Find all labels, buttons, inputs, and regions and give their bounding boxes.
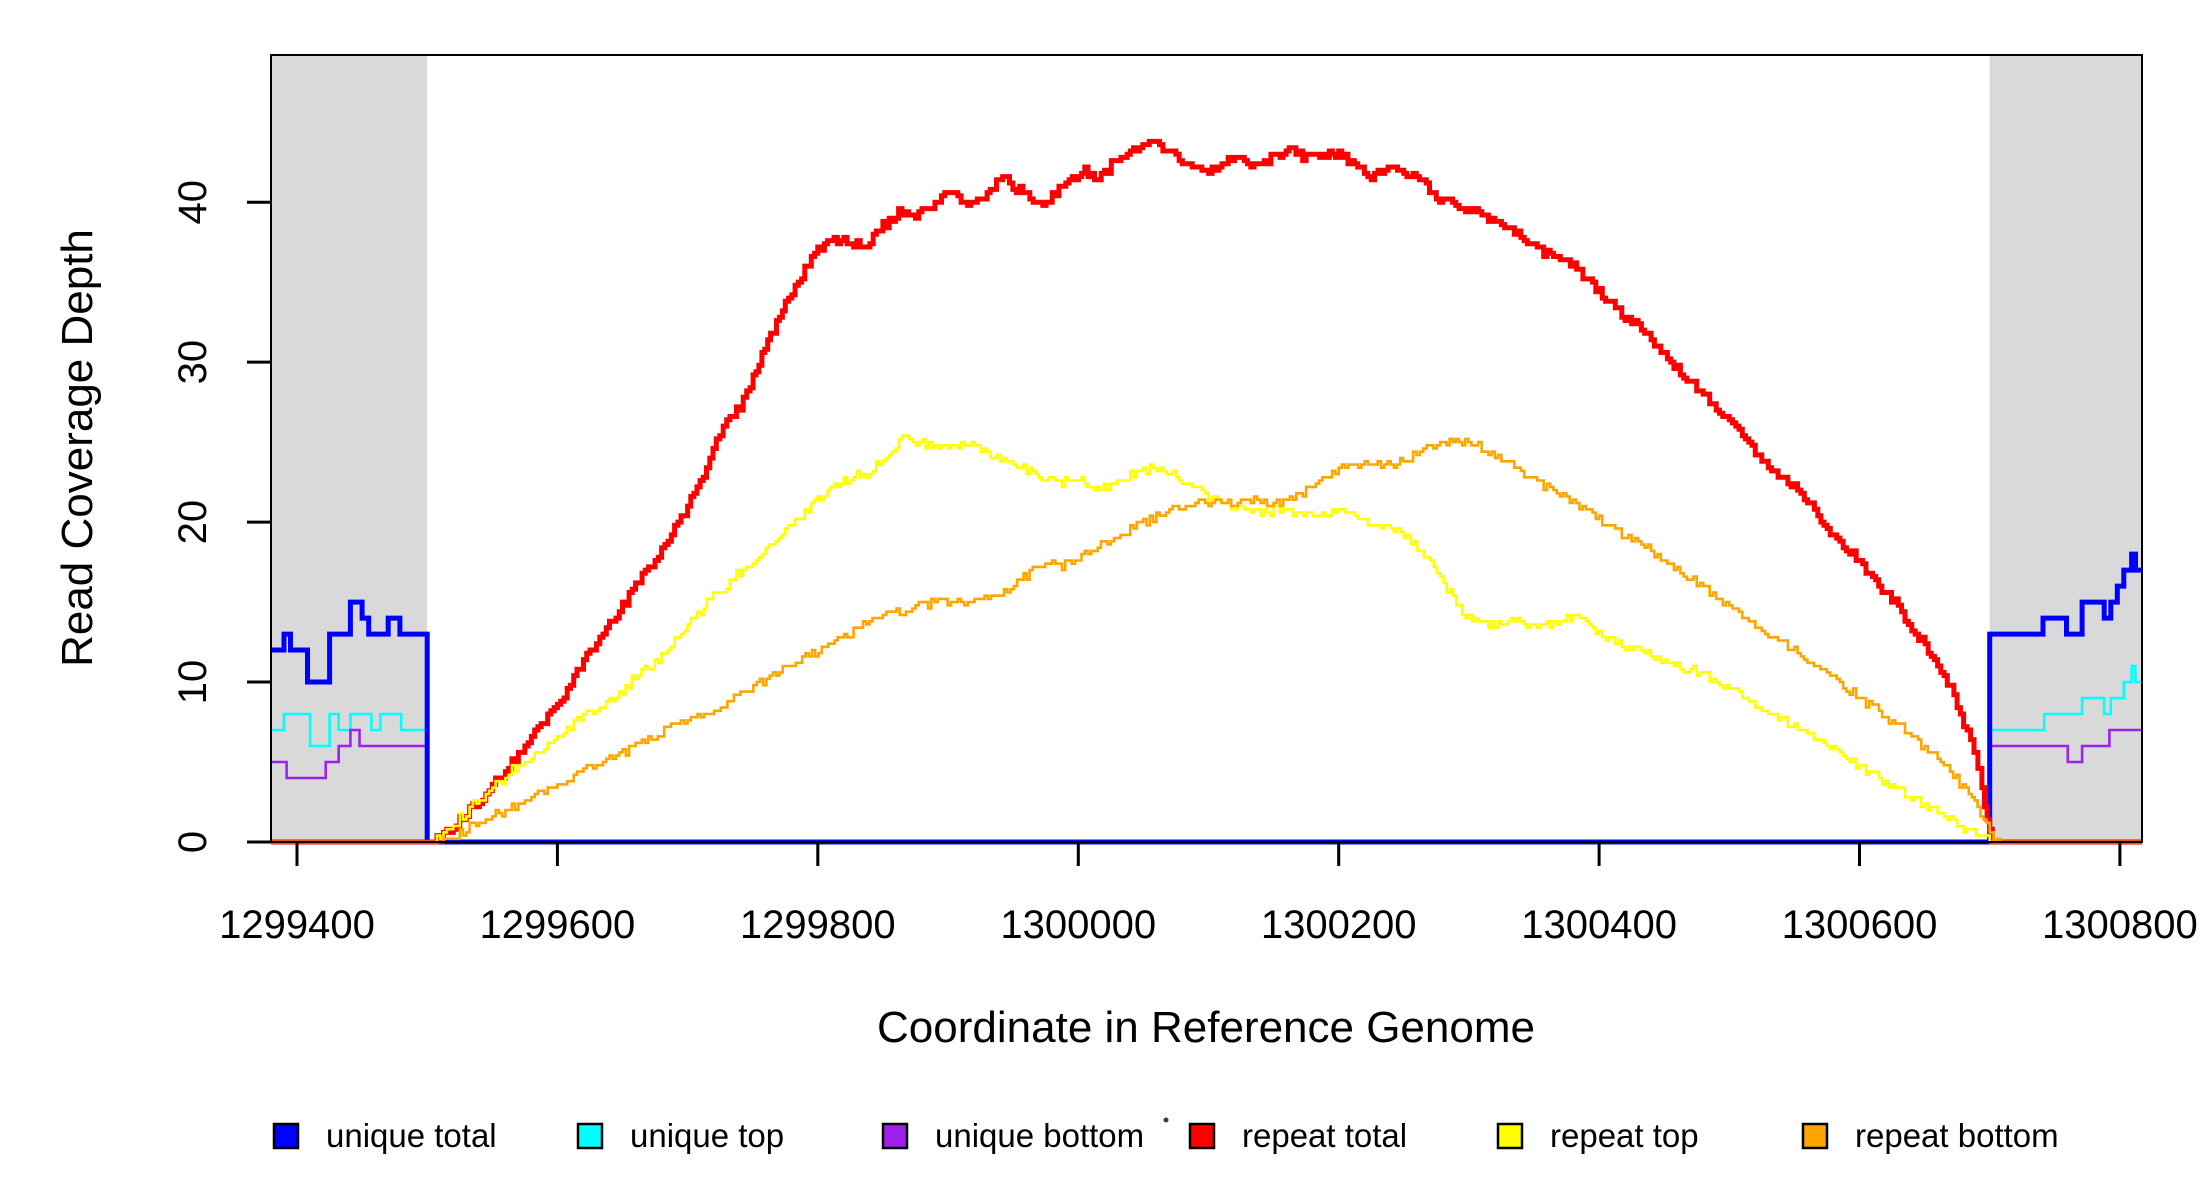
x-tick-label: 1299600	[480, 903, 636, 947]
x-tick-label: 1300000	[1000, 903, 1156, 947]
legend-swatch	[576, 1122, 604, 1150]
legend-swatch	[1188, 1122, 1216, 1150]
legend-item-repeat-total: repeat total	[1188, 1117, 1407, 1154]
legend-swatch	[1496, 1122, 1524, 1150]
legend: unique total unique top unique bottom repea…	[272, 1117, 2059, 1154]
shaded-regions	[271, 55, 2142, 842]
legend-swatch	[881, 1122, 909, 1150]
y-axis: 0 10 20 30 40	[171, 180, 271, 853]
plot-border	[270, 54, 2143, 843]
stray-dot	[1163, 1117, 1169, 1123]
legend-label: unique top	[630, 1117, 784, 1154]
x-tick-label: 1300400	[1521, 903, 1677, 947]
x-tick-label: 1300200	[1261, 903, 1417, 947]
y-tick-label: 30	[171, 340, 215, 385]
legend-item-repeat-bottom: repeat bottom	[1801, 1117, 2059, 1154]
y-tick-label: 40	[171, 180, 215, 225]
x-tick-label: 1299800	[740, 903, 896, 947]
legend-item-unique-total: unique total	[272, 1117, 497, 1154]
masked-region	[271, 55, 428, 842]
legend-item-unique-bottom: unique bottom	[881, 1117, 1144, 1154]
legend-label: unique total	[326, 1117, 497, 1154]
y-tick-label: 10	[171, 660, 215, 705]
legend-item-repeat-top: repeat top	[1496, 1117, 1699, 1154]
legend-item-unique-top: unique top	[576, 1117, 784, 1154]
x-tick-label: 1300800	[2042, 903, 2198, 947]
y-axis-title: Read Coverage Depth	[53, 229, 102, 667]
x-tick-label: 1300600	[1782, 903, 1938, 947]
y-tick-label: 20	[171, 500, 215, 545]
series-repeat-total	[271, 138, 2142, 845]
series-unique-bottom	[271, 728, 2142, 844]
legend-swatch	[1801, 1122, 1829, 1150]
masked-region	[1989, 55, 2142, 842]
legend-label: repeat bottom	[1855, 1117, 2059, 1154]
legend-label: repeat top	[1550, 1117, 1699, 1154]
series-repeat-bottom	[271, 437, 2142, 844]
y-tick-label: 0	[171, 831, 215, 853]
series-unique-top	[271, 664, 2142, 844]
x-tick-label: 1299400	[219, 903, 375, 947]
legend-label: unique bottom	[935, 1117, 1144, 1154]
x-axis: 1299400 1299600 1299800 1300000 1300200 13004…	[219, 842, 2198, 947]
legend-swatch	[272, 1122, 300, 1150]
legend-label: repeat total	[1242, 1117, 1407, 1154]
series-layer	[271, 138, 2142, 845]
plot-frame	[270, 54, 2143, 843]
series-repeat-top	[271, 434, 2142, 844]
x-axis-title: Coordinate in Reference Genome	[877, 1003, 1535, 1052]
